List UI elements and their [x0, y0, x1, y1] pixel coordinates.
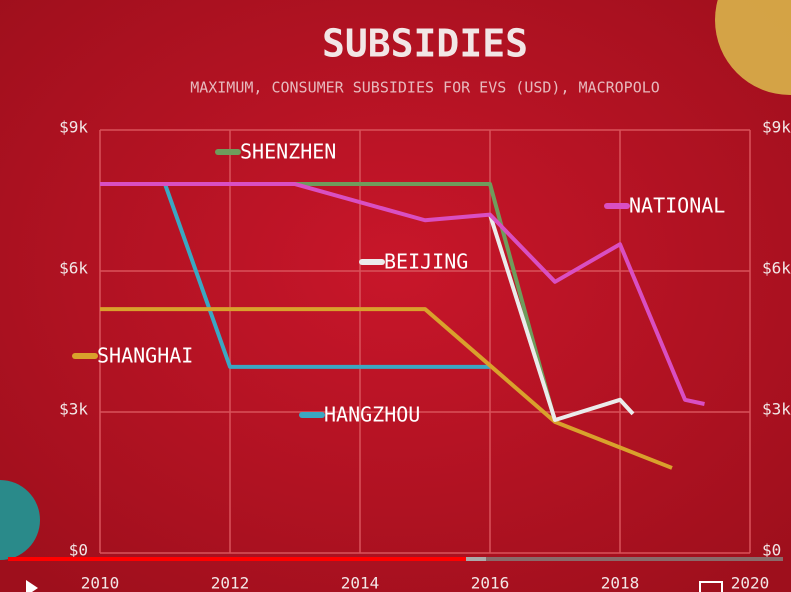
x-tick-label: 2010 — [81, 574, 120, 592]
legend-label: NATIONAL — [629, 194, 725, 218]
progress-played[interactable] — [8, 557, 466, 561]
x-tick-label: 2020 — [731, 574, 770, 592]
y-tick-label-right: $6k — [762, 259, 791, 278]
decoration — [715, 0, 791, 95]
x-tick-label: 2016 — [471, 574, 510, 592]
y-tick-label: $0 — [69, 541, 88, 560]
y-tick-label: $9k — [59, 118, 88, 137]
x-tick-label: 2018 — [601, 574, 640, 592]
plot: $0 $0 $3k $3k $6k $6k $9k $9k 2010 2012 2014 2016 20… — [59, 118, 791, 592]
legend-label: HANGZHOU — [324, 403, 420, 427]
chart-subtitle: MAXIMUM, CONSUMER SUBSIDIES FOR EVS (USD… — [190, 79, 660, 97]
legend-label: BEIJING — [384, 250, 468, 274]
series-line — [100, 307, 673, 470]
chart-title: SUBSIDIES — [322, 22, 528, 66]
theater-button[interactable] — [699, 581, 723, 592]
y-tick-label-right: $0 — [762, 541, 781, 560]
decoration — [0, 480, 40, 560]
series-line — [100, 182, 705, 406]
legend-label: SHENZHEN — [240, 140, 336, 164]
play-button[interactable] — [26, 580, 38, 592]
y-tick-label-right: $9k — [762, 118, 791, 137]
y-tick-label: $6k — [59, 259, 88, 278]
y-tick-label: $3k — [59, 400, 88, 419]
legend-label: SHANGHAI — [97, 344, 193, 368]
y-tick-label-right: $3k — [762, 400, 791, 419]
x-tick-label: 2012 — [211, 574, 250, 592]
series-line — [488, 213, 635, 422]
x-tick-label: 2014 — [341, 574, 380, 592]
